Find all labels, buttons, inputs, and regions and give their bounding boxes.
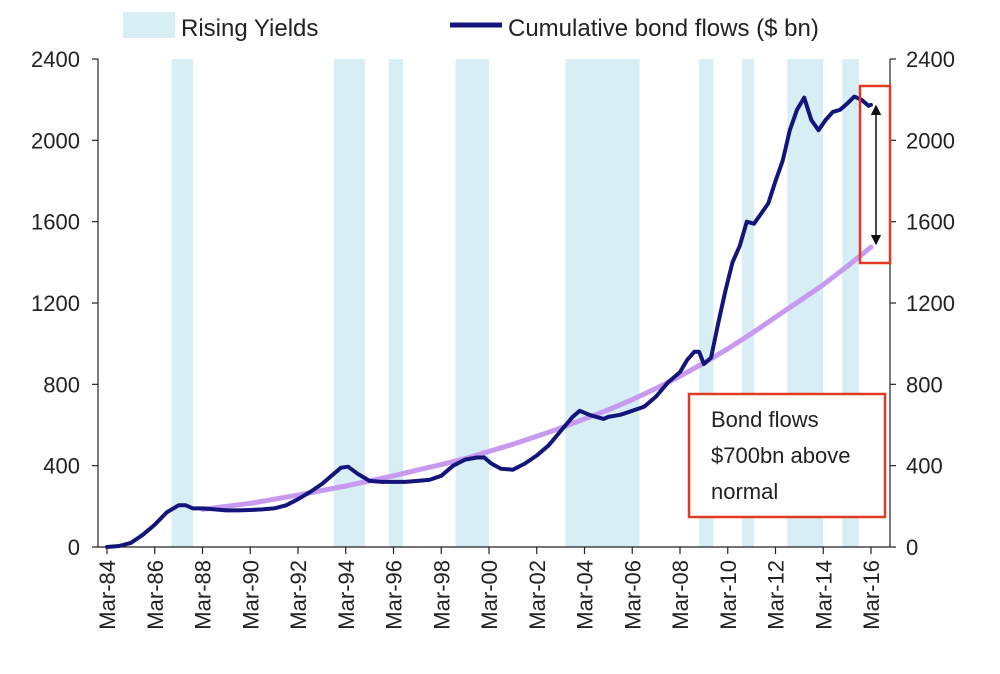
series-line-cumulative-bond-flows bbox=[105, 94, 873, 549]
y-tick-label-left: 400 bbox=[43, 454, 80, 479]
y-tick-label-right: 1600 bbox=[906, 210, 955, 235]
x-tick-label: Mar-92 bbox=[286, 560, 311, 630]
y-ticks-left: 0 400 800 1200 1600 2000 2400 bbox=[31, 47, 98, 560]
annotation-line-3: normal bbox=[711, 479, 778, 504]
y-tick-label-right: 1200 bbox=[906, 291, 955, 316]
x-tick-label: Mar-84 bbox=[95, 560, 120, 630]
x-tick-label: Mar-94 bbox=[334, 560, 359, 630]
x-tick-label: Mar-90 bbox=[238, 560, 263, 630]
x-tick-label: Mar-98 bbox=[429, 560, 454, 630]
x-tick-label: Mar-14 bbox=[811, 560, 836, 630]
x-tick-label: Mar-16 bbox=[859, 560, 884, 630]
legend-label-bond-flows: Cumulative bond flows ($ bn) bbox=[508, 15, 819, 42]
rising-yield-band-3 bbox=[455, 59, 489, 547]
y-tick-label-right: 800 bbox=[906, 372, 943, 397]
x-tick-label: Mar-02 bbox=[525, 560, 550, 630]
annotation-line-2: $700bn above bbox=[711, 443, 850, 468]
rising-yield-band-0 bbox=[171, 59, 193, 547]
y-tick-label-right: 0 bbox=[906, 535, 918, 560]
legend-label-rising-yields: Rising Yields bbox=[181, 15, 318, 42]
y-tick-label-left: 2000 bbox=[31, 128, 80, 153]
legend-swatch-rising-yields bbox=[123, 12, 175, 38]
rising-yield-band-2 bbox=[388, 59, 403, 547]
y-tick-label-left: 800 bbox=[43, 372, 80, 397]
y-tick-label-right: 2400 bbox=[906, 47, 955, 72]
y-tick-label-right: 400 bbox=[906, 454, 943, 479]
legend: Rising Yields Cumulative bond flows ($ b… bbox=[123, 12, 819, 42]
x-tick-label: Mar-10 bbox=[716, 560, 741, 630]
x-tick-label: Mar-12 bbox=[764, 560, 789, 630]
y-ticks-right: 0 400 800 1200 1600 2000 2400 bbox=[890, 47, 955, 560]
y-tick-label-left: 1200 bbox=[31, 291, 80, 316]
annotation-box: Bond flows $700bn above normal bbox=[687, 392, 887, 519]
x-tick-label: Mar-04 bbox=[573, 560, 598, 630]
x-tick-label: Mar-00 bbox=[477, 560, 502, 630]
x-tick-label: Mar-86 bbox=[143, 560, 168, 630]
series-line-normal-trend bbox=[200, 244, 874, 512]
x-tick-label: Mar-96 bbox=[382, 560, 407, 630]
x-ticks: Mar-84 Mar-86 Mar-88 Mar-90 Mar-92 Mar-94 Mar-… bbox=[95, 547, 884, 630]
x-tick-label: Mar-08 bbox=[668, 560, 693, 630]
y-tick-label-right: 2000 bbox=[906, 128, 955, 153]
highlight-box bbox=[858, 84, 892, 265]
x-tick-label: Mar-88 bbox=[191, 560, 216, 630]
x-tick-label: Mar-06 bbox=[620, 560, 645, 630]
rising-yield-band-6 bbox=[742, 59, 754, 547]
y-tick-label-left: 0 bbox=[68, 535, 80, 560]
rising-yield-band-4 bbox=[565, 59, 640, 547]
y-tick-label-left: 2400 bbox=[31, 47, 80, 72]
annotation-line-1: Bond flows bbox=[711, 407, 819, 432]
y-tick-label-left: 1600 bbox=[31, 210, 80, 235]
